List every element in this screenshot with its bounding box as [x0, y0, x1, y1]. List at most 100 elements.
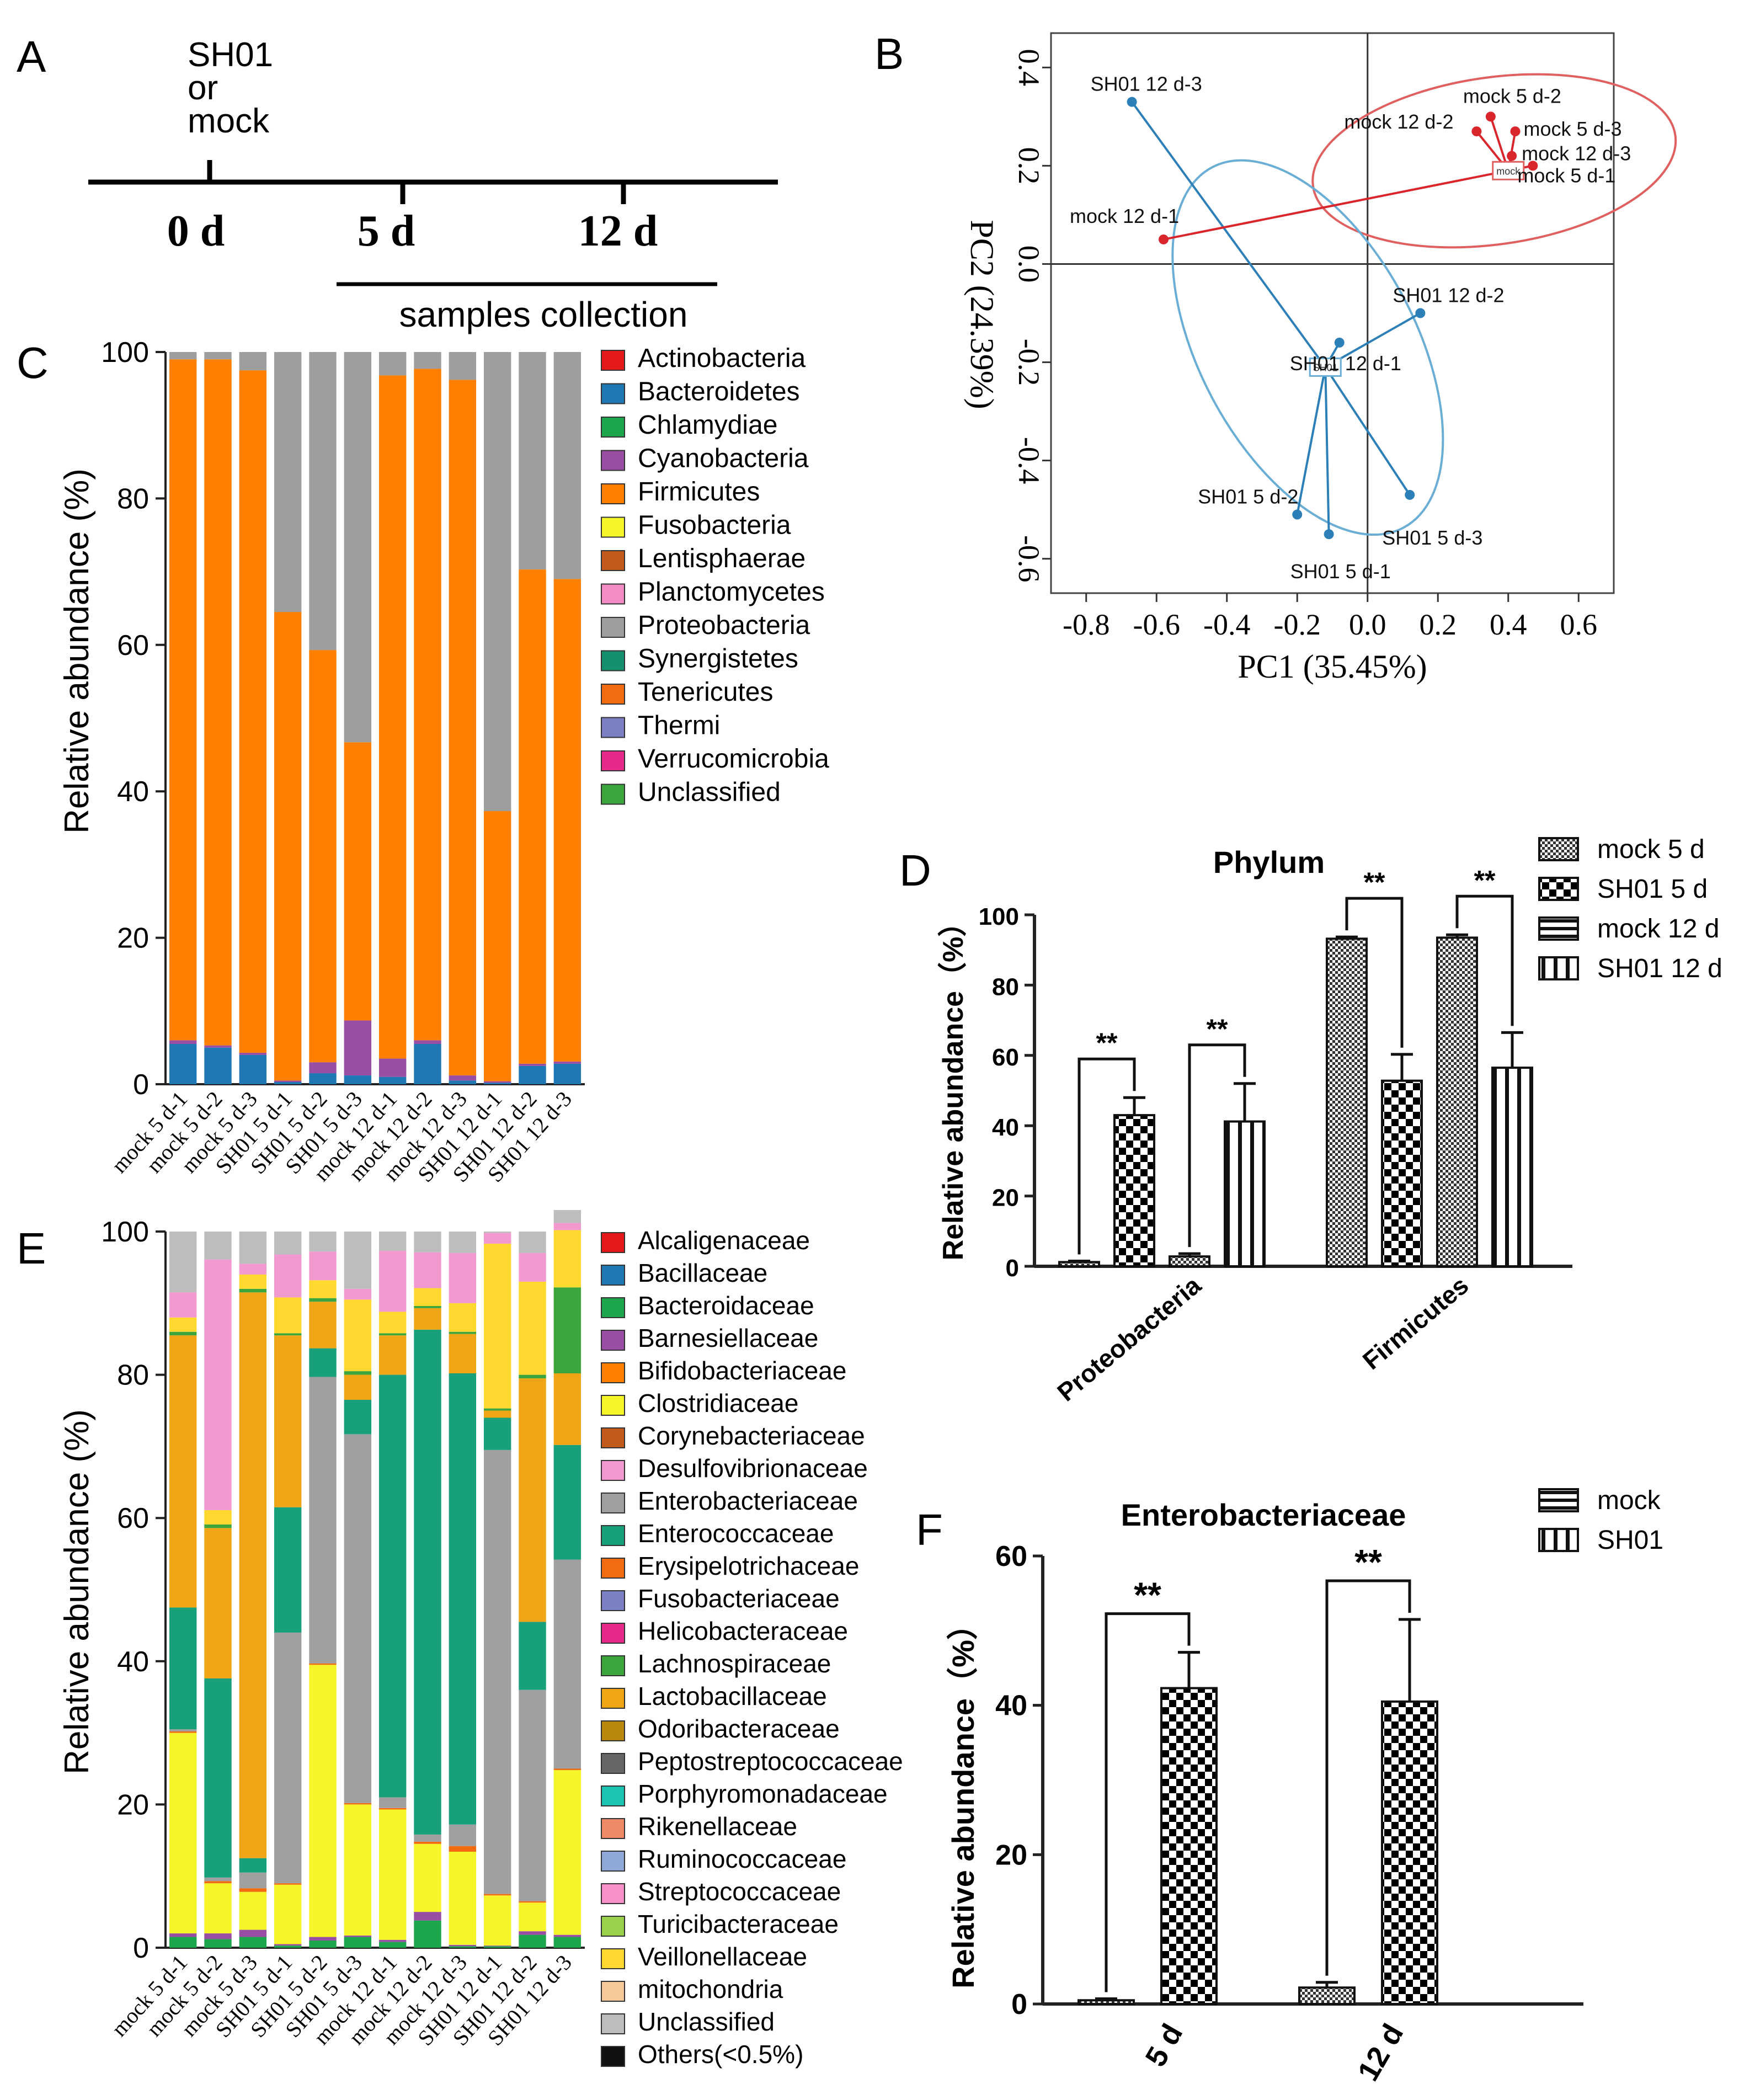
- bar-segment: [483, 1894, 511, 1896]
- y-tick-label: 20: [117, 923, 149, 955]
- bar-segment: [239, 1858, 267, 1873]
- bar-segment: [169, 1937, 197, 1948]
- legend-swatch: [601, 1265, 625, 1286]
- bar-segment: [449, 1846, 477, 1852]
- panel-d: D Phylum Relative abundance（%） 0 20 40 60 80…: [899, 835, 1722, 1407]
- y-tick-label: 60: [117, 1502, 149, 1534]
- pca-centroid-box: [1309, 357, 1342, 377]
- day-label-5: 5 d: [358, 207, 415, 255]
- legend-label: mock 5 d: [1597, 835, 1705, 864]
- significance-bracket: [1077, 1057, 1136, 1255]
- bar-segment: [414, 1834, 441, 1842]
- legend-label: Tenericutes: [638, 678, 773, 707]
- pca-point: [1127, 97, 1137, 107]
- c-legend: Actinobacteria Bacteroidetes Chlamydiae Cya…: [601, 344, 829, 807]
- bar-segment: [309, 1062, 337, 1074]
- bar-segment: [414, 1252, 441, 1288]
- legend-label: Turicibacteraceae: [638, 1910, 839, 1938]
- bar-segment: [553, 1061, 582, 1064]
- bar-segment: [449, 1824, 477, 1846]
- legend-label: Lentisphaerae: [638, 544, 806, 573]
- bar-segment: [483, 1417, 511, 1450]
- bar-segment: [414, 1305, 441, 1308]
- legend-swatch: [601, 2013, 625, 2034]
- pca-y-tick-label: 0.2: [1012, 147, 1045, 185]
- bar-segment: [274, 1946, 302, 1948]
- bar-segment: [204, 1259, 232, 1510]
- legend-swatch: [601, 1948, 625, 1969]
- legend-label: Bifidobacteriaceae: [638, 1356, 846, 1385]
- pca-point-label: SH01 12 d-2: [1393, 284, 1504, 307]
- bar-segment: [239, 1274, 267, 1289]
- y-tick-label: 100: [101, 1216, 149, 1248]
- pca-spoke: [1163, 169, 1509, 241]
- panel-label-a: A: [17, 32, 46, 81]
- y-tick-label: 40: [992, 1114, 1019, 1141]
- bar-segment: [169, 1317, 197, 1332]
- x-category-label: 5 d: [1139, 2018, 1189, 2072]
- legend-label: Planctomycetes: [638, 578, 825, 607]
- bar-segment: [204, 1678, 232, 1878]
- bar-segment: [344, 742, 372, 1021]
- bar-segment: [553, 1223, 582, 1230]
- bar-segment: [378, 1312, 407, 1334]
- bar: [1298, 1986, 1356, 2005]
- bar-segment: [553, 1937, 582, 1948]
- bar-segment: [553, 579, 582, 1062]
- bar-segment: [519, 569, 546, 1064]
- bar-segment: [553, 1559, 582, 1769]
- bar-segment: [309, 1665, 337, 1937]
- legend-label: Porphyromonadaceae: [638, 1779, 888, 1808]
- legend-swatch: [601, 2046, 625, 2067]
- bar: [1058, 1261, 1100, 1267]
- panel-label-d: D: [899, 846, 931, 895]
- bar-segment: [483, 1410, 511, 1418]
- pca-y-tick-label: -0.6: [1012, 535, 1045, 582]
- bar-segment: [519, 1378, 546, 1622]
- legend-label: Alcaligenaceae: [638, 1226, 810, 1255]
- significance-bracket: [1455, 894, 1514, 1026]
- bar-segment: [414, 1308, 441, 1330]
- legend-label: Unclassified: [638, 2007, 775, 2036]
- bar-segment: [204, 1528, 232, 1678]
- pca-ellipse-sh01: [1171, 159, 1444, 536]
- bar-segment: [344, 1803, 372, 1805]
- legend-label: Bacillaceae: [638, 1259, 767, 1287]
- bar-segment: [519, 1063, 546, 1066]
- f-title: Enterobacteriaceae: [1121, 1497, 1406, 1532]
- bar: [1224, 1120, 1266, 1268]
- pca-y-tick-label: 0.0: [1012, 246, 1045, 283]
- legend-swatch: [1538, 837, 1579, 861]
- legend-label: Corynebacteriaceae: [638, 1421, 865, 1450]
- legend-swatch: [601, 783, 625, 805]
- bar-segment: [169, 1729, 197, 1732]
- bar-segment: [274, 1232, 302, 1255]
- legend-swatch: [601, 1427, 625, 1448]
- bar-segment: [344, 1935, 372, 1937]
- legend-swatch: [601, 717, 625, 738]
- bar: [1436, 936, 1478, 1267]
- bar-segment: [449, 1334, 477, 1374]
- bar-segment: [414, 1841, 441, 1844]
- e-legend: Alcaligenaceae Bacillaceae Bacteroidaceae B…: [601, 1226, 903, 2069]
- bar-segment: [274, 352, 302, 612]
- panel-b: B mock SH01 SH01 12 d-3 mock 12 d-1 mock 5 d…: [874, 29, 1677, 685]
- bar-segment: [239, 1888, 267, 1892]
- pca-point: [1324, 529, 1334, 540]
- bar-segment: [344, 1434, 372, 1803]
- y-tick-label: 0: [1011, 1989, 1027, 2021]
- bar-segment: [309, 1302, 337, 1349]
- bar-segment: [449, 352, 477, 380]
- bar-segment: [449, 1944, 477, 1947]
- bar-segment: [378, 375, 407, 1059]
- bar-segment: [274, 1335, 302, 1507]
- d-legend: mock 5 d SH01 5 d mock 12 d SH01 12 d: [1538, 835, 1722, 983]
- bar-segment: [169, 1607, 197, 1730]
- pca-x-tick-label: 0.0: [1349, 608, 1386, 641]
- legend-swatch: [601, 417, 625, 438]
- bar-segment: [204, 1510, 232, 1525]
- bar-segment: [239, 1292, 267, 1858]
- legend-label: Fusobacteriaceae: [638, 1584, 840, 1613]
- panel-f: F Enterobacteriaceae Relative abundance（…: [916, 1486, 1663, 2087]
